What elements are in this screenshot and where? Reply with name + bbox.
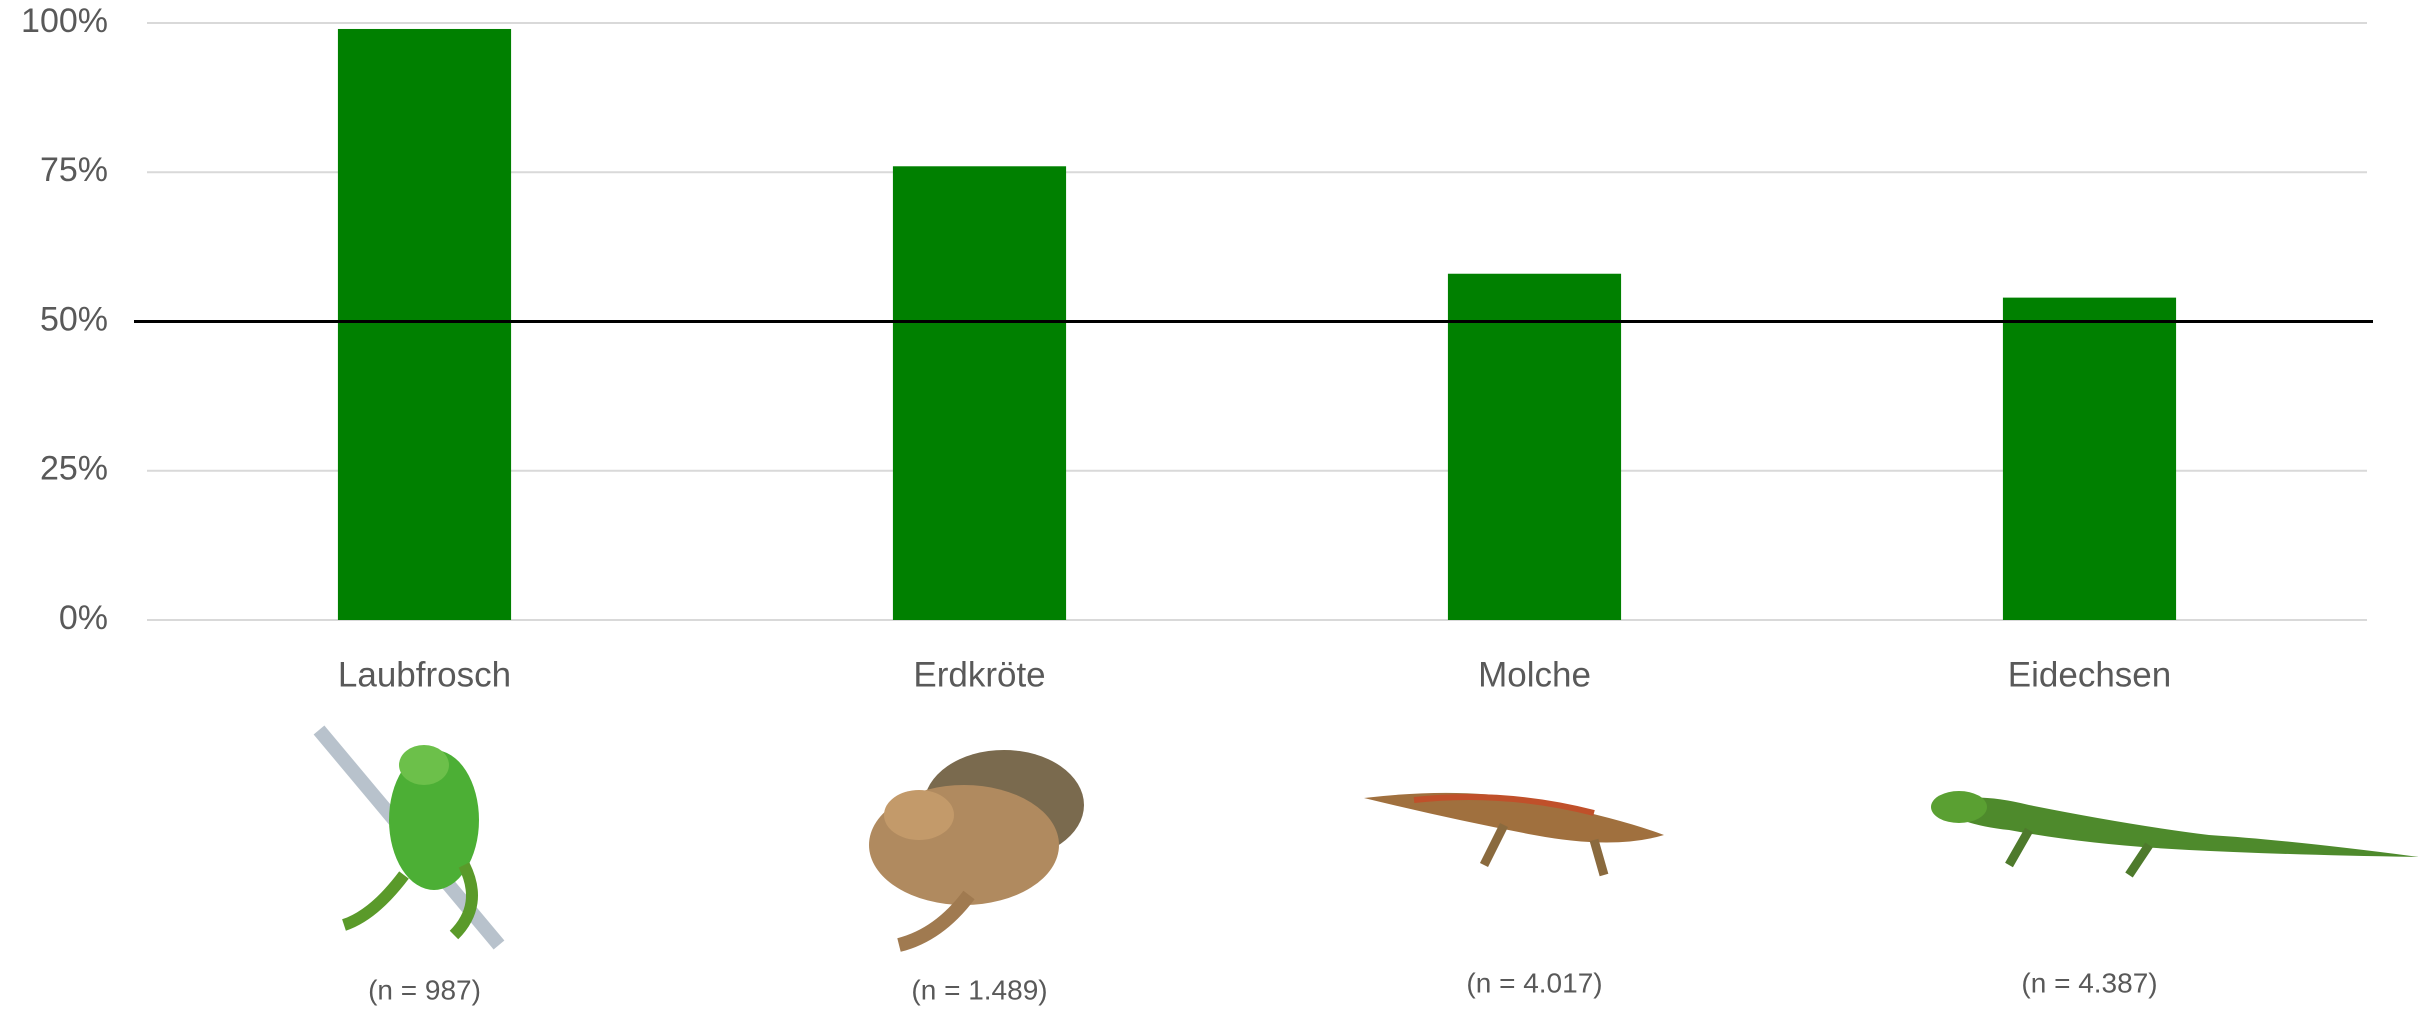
sample-size: (n = 4.017) xyxy=(1466,967,1602,998)
sample-size: (n = 1.489) xyxy=(911,974,1047,1005)
x-tick-label: Molche xyxy=(1478,655,1591,694)
sample-size: (n = 4.387) xyxy=(2021,967,2157,998)
x-tick-label: Laubfrosch xyxy=(338,655,511,694)
x-tick-label: Eidechsen xyxy=(2008,655,2171,694)
y-tick-label: 50% xyxy=(40,300,108,338)
y-tick-label: 75% xyxy=(40,151,108,189)
y-tick-label: 25% xyxy=(40,450,108,488)
newt-image xyxy=(1364,792,1664,877)
lizard-image xyxy=(1931,791,2419,878)
bar xyxy=(337,28,512,621)
animal-images xyxy=(313,725,2419,952)
bar xyxy=(1447,273,1622,620)
bar xyxy=(892,166,1067,620)
x-tick-label: Erdkröte xyxy=(913,655,1045,694)
frog-image xyxy=(313,725,505,950)
y-tick-label: 100% xyxy=(21,2,108,40)
toad-image xyxy=(869,750,1084,952)
bar xyxy=(2002,297,2177,620)
y-tick-label: 0% xyxy=(59,599,108,637)
sample-size: (n = 987) xyxy=(368,974,481,1005)
